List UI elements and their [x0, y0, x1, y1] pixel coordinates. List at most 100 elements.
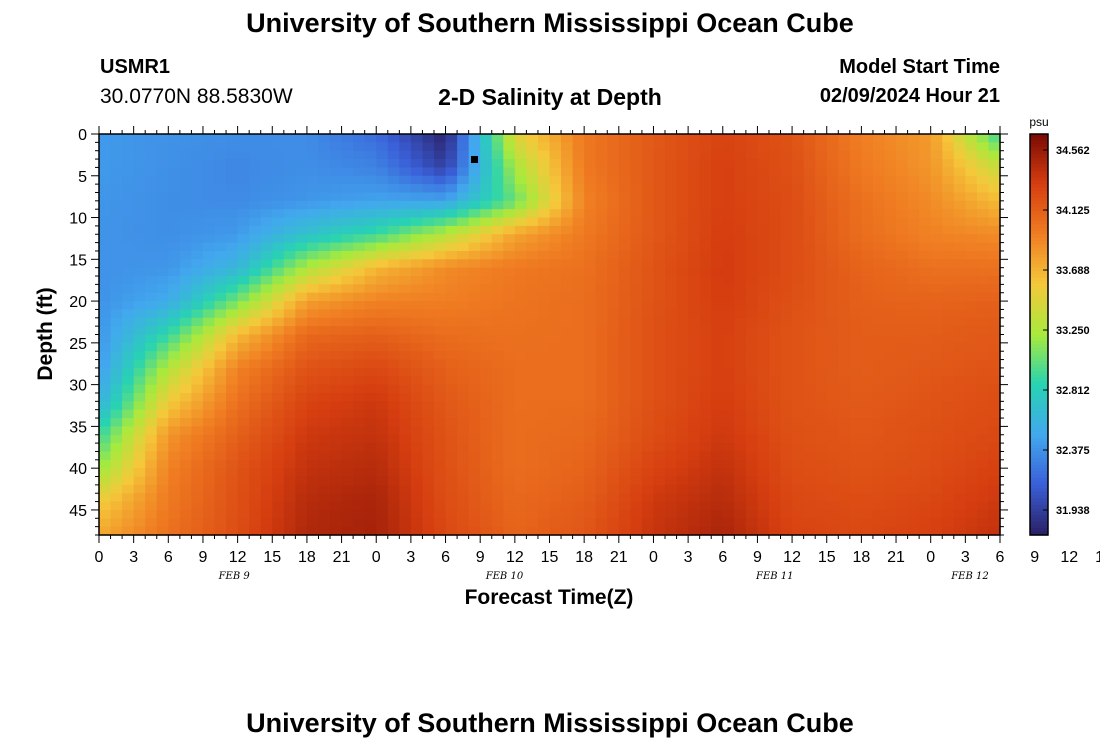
colorbar-swatch [1030, 204, 1048, 209]
heatmap-cell [179, 292, 193, 302]
heatmap-cell [364, 451, 377, 461]
heatmap-cell [815, 192, 828, 202]
heatmap-cell [792, 459, 805, 469]
heatmap-cell [942, 493, 955, 503]
heatmap-cell [168, 451, 181, 461]
heatmap-cell [838, 342, 851, 352]
heatmap-cell [168, 434, 181, 444]
heatmap-cell [884, 334, 897, 344]
colorbar-swatch [1030, 484, 1048, 489]
heatmap-cell [757, 284, 770, 294]
heatmap-cell [306, 184, 320, 194]
heatmap-cell [595, 376, 608, 386]
heatmap-cell [226, 200, 239, 210]
heatmap-cell [919, 217, 932, 227]
heatmap-cell [110, 434, 123, 444]
heatmap-cell [907, 276, 920, 285]
heatmap-cell [468, 367, 481, 377]
heatmap-cell [757, 167, 770, 177]
heatmap-cell [792, 317, 805, 327]
heatmap-cell [353, 150, 366, 160]
heatmap-cell [422, 309, 435, 319]
heatmap-cell [722, 376, 735, 386]
heatmap-cell [699, 217, 712, 227]
heatmap-cell [722, 150, 735, 160]
heatmap-cell [653, 367, 666, 377]
heatmap-cell [191, 225, 204, 235]
heatmap-cell [145, 309, 158, 319]
heatmap-cell [260, 367, 273, 377]
heatmap-cell [341, 250, 354, 260]
heatmap-cell [907, 443, 920, 453]
heatmap-cell [376, 493, 389, 503]
heatmap-cell [780, 426, 793, 436]
colorbar-swatch [1030, 374, 1048, 379]
heatmap-cell [838, 468, 851, 478]
heatmap-cell [653, 134, 666, 143]
heatmap-cell [191, 250, 204, 260]
heatmap-cell [202, 317, 216, 327]
heatmap-cell [353, 134, 366, 143]
heatmap-cell [272, 484, 285, 494]
heatmap-cell [537, 200, 551, 210]
heatmap-cell [133, 209, 146, 219]
heatmap-cell [445, 167, 458, 177]
heatmap-cell [734, 309, 747, 319]
heatmap-cell [503, 267, 516, 277]
heatmap-cell [99, 501, 112, 511]
heatmap-cell [653, 309, 666, 319]
heatmap-cell [757, 392, 770, 402]
heatmap-cell [884, 167, 897, 177]
heatmap-cell [433, 200, 447, 210]
colorbar-swatch [1030, 210, 1048, 215]
heatmap-cell [884, 150, 897, 160]
heatmap-cell [168, 309, 181, 319]
heatmap-cell [561, 184, 574, 194]
heatmap-cell [942, 301, 955, 311]
heatmap-cell [353, 476, 366, 486]
heatmap-cell [815, 309, 828, 319]
heatmap-cell [202, 234, 216, 244]
heatmap-cell [457, 484, 470, 494]
heatmap-cell [630, 342, 643, 352]
heatmap-cell [630, 476, 643, 486]
heatmap-cell [630, 134, 643, 143]
heatmap-cell [341, 167, 354, 177]
heatmap-cell [306, 200, 320, 210]
colorbar-swatch [1030, 140, 1048, 145]
heatmap-cell [768, 150, 782, 160]
heatmap-cell [376, 476, 389, 486]
heatmap-cell [353, 184, 366, 194]
heatmap-cell [330, 426, 343, 436]
heatmap-cell [861, 484, 874, 494]
heatmap-cell [122, 167, 135, 177]
heatmap-cell [792, 384, 805, 394]
heatmap-cell [953, 451, 966, 461]
heatmap-cell [595, 409, 608, 419]
heatmap-cell [283, 292, 296, 302]
heatmap-cell [191, 376, 204, 386]
colorbar-swatch [1030, 287, 1048, 292]
heatmap-cell [399, 468, 412, 478]
heatmap-cell [803, 367, 816, 377]
heatmap-cell [676, 351, 689, 361]
heatmap-cell [503, 392, 516, 402]
heatmap-cell [202, 443, 216, 453]
heatmap-cell [676, 167, 689, 177]
heatmap-cell [849, 259, 862, 269]
heatmap-cell [457, 509, 470, 519]
heatmap-cell [549, 301, 562, 311]
heatmap-cell [734, 509, 747, 519]
heatmap-cell [202, 334, 216, 344]
colorbar-swatch [1030, 187, 1048, 192]
heatmap-cell [422, 392, 435, 402]
x-tick-label: 0 [926, 549, 935, 566]
colorbar-tick-label: 33.688 [1056, 265, 1090, 277]
heatmap-cell [641, 209, 655, 219]
heatmap-cell [584, 259, 597, 269]
heatmap-cell [214, 484, 227, 494]
heatmap-cell [815, 242, 828, 252]
heatmap-cell [584, 284, 597, 294]
heatmap-cell [826, 309, 839, 319]
heatmap-cell [676, 134, 689, 143]
